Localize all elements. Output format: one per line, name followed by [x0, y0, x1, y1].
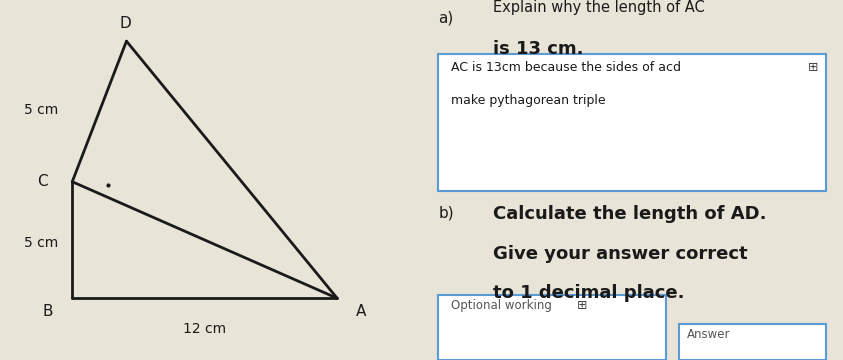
Text: a): a)	[438, 11, 454, 26]
Text: A: A	[356, 305, 367, 320]
Text: 5 cm: 5 cm	[24, 103, 58, 117]
Text: ⊞: ⊞	[577, 299, 587, 312]
Text: AC is 13cm because the sides of acd: AC is 13cm because the sides of acd	[451, 61, 681, 74]
Text: 5 cm: 5 cm	[24, 237, 58, 251]
Bar	[679, 324, 826, 360]
Text: Optional working: Optional working	[451, 299, 552, 312]
Bar	[438, 295, 666, 360]
Text: Explain why the length of AC: Explain why the length of AC	[493, 0, 705, 15]
Bar	[438, 54, 826, 191]
Text: B: B	[43, 305, 53, 320]
Text: make pythagorean triple: make pythagorean triple	[451, 94, 605, 107]
Text: Answer: Answer	[687, 328, 731, 341]
Text: D: D	[120, 17, 132, 31]
Text: Calculate the length of AD.: Calculate the length of AD.	[493, 205, 766, 223]
Text: Give your answer correct: Give your answer correct	[493, 245, 748, 263]
Text: is 13 cm.: is 13 cm.	[493, 40, 583, 58]
Text: 12 cm: 12 cm	[183, 322, 226, 336]
Text: C: C	[37, 174, 47, 189]
Text: to 1 decimal place.: to 1 decimal place.	[493, 284, 685, 302]
Text: ⊞: ⊞	[808, 61, 819, 74]
Text: b): b)	[438, 205, 454, 220]
